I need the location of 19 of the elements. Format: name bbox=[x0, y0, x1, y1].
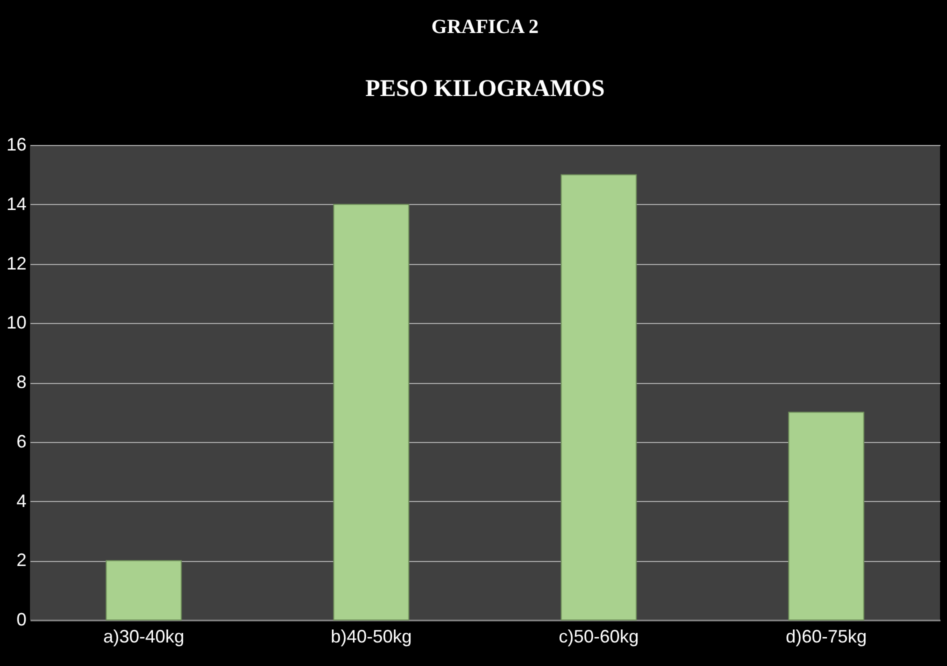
bar bbox=[788, 412, 864, 620]
y-tick-label: 16 bbox=[6, 134, 26, 154]
y-tick-label: 2 bbox=[16, 550, 26, 570]
y-tick-label: 0 bbox=[16, 610, 26, 630]
chart-title: GRAFICA 2 bbox=[431, 16, 539, 38]
y-tick-label: 12 bbox=[6, 253, 26, 274]
chart-subtitle: PESO KILOGRAMOS bbox=[365, 76, 605, 102]
y-tick-label: 4 bbox=[16, 490, 26, 511]
x-tick-label: c)50-60kg bbox=[558, 626, 639, 646]
y-tick-label: 10 bbox=[6, 312, 26, 333]
y-tick-label: 6 bbox=[16, 431, 26, 452]
bar bbox=[106, 560, 182, 620]
y-tick-label: 14 bbox=[6, 194, 26, 214]
y-tick-label: 8 bbox=[16, 372, 26, 392]
x-tick-label: a)30-40kg bbox=[103, 626, 184, 646]
x-tick-label: d)60-75kg bbox=[786, 626, 867, 646]
bar bbox=[333, 204, 410, 620]
x-tick-label: b)40-50kg bbox=[330, 626, 412, 646]
bar bbox=[560, 174, 637, 620]
